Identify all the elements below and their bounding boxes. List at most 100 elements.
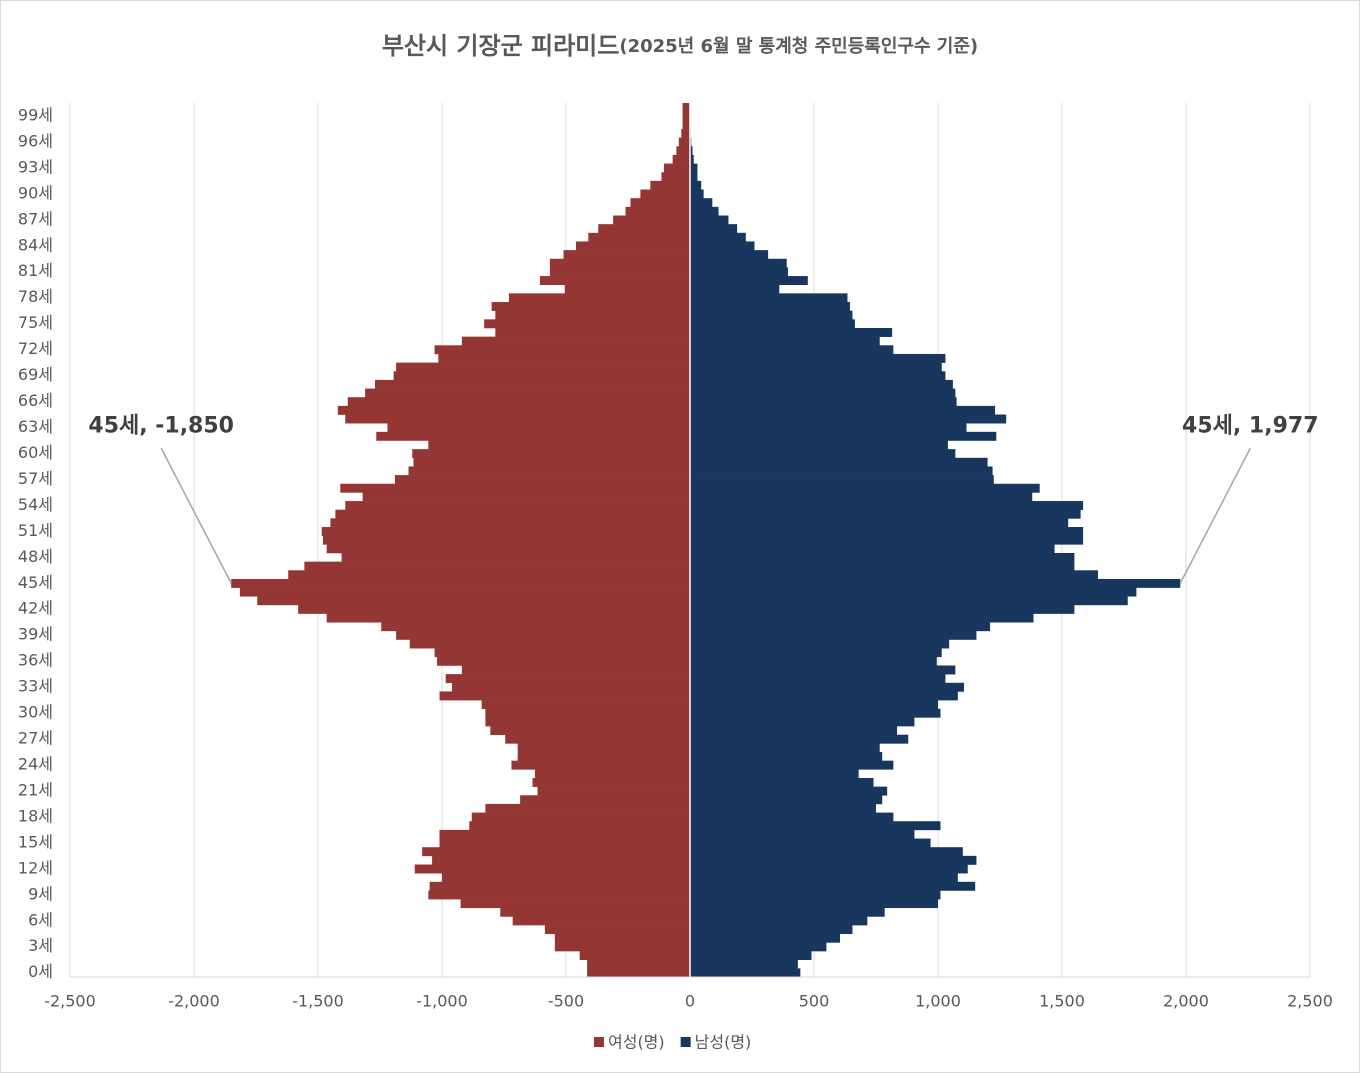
bar (563, 250, 690, 260)
y-tick-label: 15세 (18, 832, 53, 851)
bar (408, 466, 690, 476)
bar (690, 665, 956, 675)
y-tick-label: 63세 (18, 417, 53, 436)
y-tick-label: 24세 (18, 754, 53, 773)
label-leader (160, 447, 232, 584)
bar (690, 604, 1075, 614)
bar (471, 812, 690, 822)
bar (690, 951, 812, 960)
bar (690, 561, 1075, 571)
bar (429, 881, 690, 891)
y-tick-label: 75세 (18, 313, 53, 332)
bar (690, 622, 991, 632)
y-tick-label: 27세 (18, 729, 53, 748)
y-tick-label: 72세 (18, 339, 53, 358)
y-tick-label: 12세 (18, 858, 53, 877)
y-tick-label: 84세 (18, 235, 53, 254)
bar (690, 518, 1069, 528)
bar (690, 803, 876, 813)
y-tick-label: 42세 (18, 599, 53, 618)
y-tick-label: 30세 (18, 703, 53, 722)
x-tick-label: -1,000 (416, 992, 468, 1011)
data-label: 45세, -1,850 (88, 413, 234, 438)
bar (690, 890, 941, 900)
y-tick-label: 18세 (18, 806, 53, 825)
bar (393, 371, 690, 381)
bar (434, 648, 690, 658)
bar (442, 873, 690, 883)
bar (678, 137, 690, 147)
y-tick-label: 93세 (18, 157, 53, 176)
bar (564, 284, 690, 294)
bar (326, 544, 690, 554)
y-tick-label: 39세 (18, 625, 53, 644)
bar (690, 509, 1081, 519)
bar (690, 734, 909, 744)
bar (690, 795, 883, 805)
x-tick-label: 1,000 (915, 992, 961, 1011)
legend-label: 여성(명) (608, 1033, 665, 1052)
bar (690, 232, 746, 242)
bar (690, 224, 738, 234)
bar (575, 241, 690, 251)
bar (690, 336, 880, 346)
title: 부산시 기장군 피라미드 (382, 32, 620, 60)
bar (460, 899, 690, 909)
bar (341, 552, 690, 562)
x-tick-label: 2,000 (1163, 992, 1209, 1011)
bar (690, 743, 880, 753)
bar (690, 466, 993, 476)
bar (690, 440, 948, 450)
bar (412, 449, 690, 459)
bar (413, 457, 690, 467)
bar (690, 682, 965, 692)
bar (690, 708, 941, 718)
bar (690, 812, 894, 822)
bar (345, 501, 690, 511)
bar (690, 146, 693, 156)
bar (396, 630, 690, 640)
bar (288, 570, 690, 580)
bar (387, 423, 690, 433)
bar (690, 700, 938, 710)
bar (304, 561, 690, 571)
bar (505, 734, 690, 744)
bar (690, 864, 968, 874)
bar (422, 847, 690, 857)
bar (690, 371, 946, 381)
bar (335, 509, 690, 519)
bar (690, 527, 1084, 536)
bar (598, 224, 690, 234)
data-label: 45세, 1,977 (1182, 413, 1318, 438)
bar (690, 829, 915, 839)
bar (690, 916, 868, 926)
bar (340, 483, 690, 493)
bar (690, 198, 713, 208)
bar (690, 414, 1007, 424)
bar (690, 855, 977, 865)
bar (690, 457, 988, 467)
bar (690, 691, 958, 701)
bar (345, 414, 690, 424)
y-tick-label: 45세 (18, 573, 53, 592)
bar (439, 691, 690, 701)
bar (485, 717, 690, 727)
bar (451, 682, 690, 692)
bar (690, 899, 938, 909)
bar (690, 925, 853, 935)
y-tick-label: 87세 (18, 209, 53, 228)
y-tick-label: 78세 (18, 287, 53, 306)
y-tick-label: 3세 (28, 936, 53, 955)
bar (439, 829, 690, 839)
bar (690, 786, 888, 796)
bar (690, 345, 894, 355)
bar (690, 353, 946, 363)
bar (484, 319, 690, 329)
x-tick-label: -1,500 (292, 992, 344, 1011)
bar (690, 154, 694, 164)
bar (690, 821, 941, 831)
bar (690, 302, 850, 311)
bar (690, 241, 755, 251)
bar (625, 206, 690, 216)
bar (461, 665, 690, 675)
